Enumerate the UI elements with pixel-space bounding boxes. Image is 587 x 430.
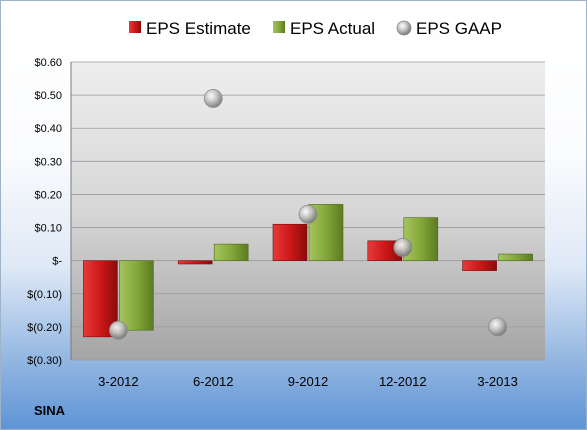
eps-gaap-marker — [203, 89, 223, 108]
eps-actual-bar — [213, 243, 249, 261]
eps-gaap-marker — [488, 317, 508, 337]
legend-swatch-estimate — [129, 21, 141, 33]
y-tick-label: $(0.20) — [27, 322, 62, 334]
legend: EPS Estimate EPS Actual EPS GAAP — [129, 19, 502, 38]
x-category-label: 9-2012 — [288, 374, 328, 389]
legend-marker-gaap — [396, 20, 412, 36]
eps-estimate-bar — [177, 260, 213, 265]
eps-gaap-marker — [393, 238, 413, 257]
y-tick-label: $0.40 — [34, 123, 62, 135]
legend-label-estimate: EPS Estimate — [146, 19, 251, 38]
eps-estimate-bar — [462, 260, 497, 271]
legend-label-gaap: EPS GAAP — [416, 19, 502, 38]
eps-actual-bar — [119, 260, 154, 331]
y-tick-label: $- — [52, 256, 62, 268]
x-category-label: 3-2012 — [98, 374, 138, 389]
y-tick-label: $0.20 — [34, 189, 62, 201]
x-category-label: 3-2013 — [477, 374, 517, 389]
x-category-label: 6-2012 — [193, 374, 233, 389]
company-label: SINA — [34, 403, 66, 418]
legend-item-estimate: EPS Estimate — [129, 19, 251, 38]
y-tick-label: $(0.10) — [27, 289, 62, 301]
y-tick-label: $(0.30) — [27, 355, 62, 367]
y-tick-label: $0.50 — [34, 90, 62, 102]
legend-item-gaap: EPS GAAP — [396, 19, 502, 38]
y-tick-label: $0.10 — [34, 223, 62, 235]
legend-swatch-actual — [273, 21, 285, 33]
eps-gaap-marker — [298, 204, 318, 224]
y-tick-label: $0.30 — [34, 156, 62, 168]
y-tick-label: $0.60 — [34, 57, 62, 69]
eps-estimate-bar — [272, 223, 308, 261]
x-category-label: 12-2012 — [379, 374, 427, 389]
eps-actual-bar — [498, 253, 533, 261]
legend-label-actual: EPS Actual — [290, 19, 375, 38]
eps-gaap-marker — [109, 320, 128, 340]
legend-item-actual: EPS Actual — [273, 19, 375, 38]
